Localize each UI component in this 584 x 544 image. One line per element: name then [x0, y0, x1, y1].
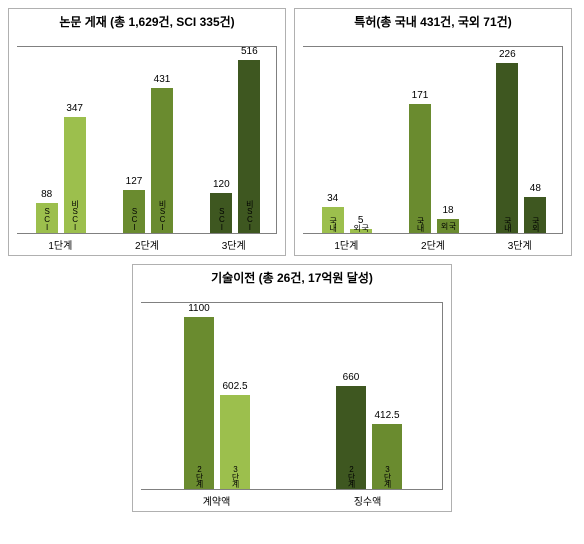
bar-series-label: 국외: [353, 224, 369, 231]
bar-value: 127: [126, 176, 143, 187]
bar-value: 34: [327, 193, 338, 204]
bar-series-label: SCI: [43, 207, 51, 231]
x-label: 3단계: [190, 237, 277, 252]
x-label: 계약액: [141, 493, 292, 508]
chart-papers: 논문 게재 (총 1,629건, SCI 335건)88SCI347비SCI12…: [8, 8, 286, 256]
plot-area: 11002단계602.53단계6602단계412.53단계: [141, 302, 443, 490]
chart-techtransfer: 기술이전 (총 26건, 17억원 달성)11002단계602.53단계6602…: [132, 264, 452, 512]
plot-area: 34국내5국외171국내18국외226국내48국외: [303, 46, 563, 234]
x-axis-labels: 1단계2단계3단계: [17, 234, 277, 255]
bar-group: 226국내48국외: [496, 63, 546, 233]
bar-series-label: 3단계: [383, 465, 391, 487]
bar: 226국내: [496, 63, 518, 233]
bar: 171국내: [409, 104, 431, 233]
chart-title: 기술이전 (총 26건, 17억원 달성): [133, 265, 451, 288]
plot-area: 88SCI347비SCI127SCI431비SCI120SCI516비SCI: [17, 46, 277, 234]
bar: 34국내: [322, 207, 344, 233]
bar-value: 660: [343, 372, 360, 383]
bar-series-label: 2단계: [347, 465, 355, 487]
bar-value: 48: [530, 183, 541, 194]
bar: 88SCI: [36, 203, 58, 233]
bar: 431비SCI: [151, 88, 173, 233]
bar: 516비SCI: [238, 60, 260, 233]
bar-group: 11002단계602.53단계: [184, 317, 250, 489]
x-axis-labels: 계약액징수액: [141, 490, 443, 511]
bar-value: 431: [154, 74, 171, 85]
bar: 5국외: [350, 229, 372, 233]
bar: 18국외: [437, 219, 459, 233]
x-label: 2단계: [390, 237, 477, 252]
x-label: 2단계: [104, 237, 191, 252]
bar: 347비SCI: [64, 117, 86, 233]
bar-series-label: 3단계: [231, 465, 239, 487]
x-label: 징수액: [292, 493, 443, 508]
bar-value: 1100: [188, 303, 210, 314]
chart-patents: 특허(총 국내 431건, 국외 71건)34국내5국외171국내18국외226…: [294, 8, 572, 256]
bar: 11002단계: [184, 317, 214, 489]
bar: 6602단계: [336, 386, 366, 489]
bar-series-label: 비SCI: [158, 200, 166, 231]
bar-value: 516: [241, 46, 258, 57]
bar-series-label: 비SCI: [71, 200, 79, 231]
bar-series-label: 국외: [531, 217, 539, 231]
bar-series-label: 2단계: [195, 465, 203, 487]
bar-group: 34국내 5국외: [322, 207, 372, 233]
bar-series-label: 국내: [329, 217, 337, 231]
bar-series-label: 국내: [416, 217, 424, 231]
bar: 602.53단계: [220, 395, 250, 489]
chart-title: 특허(총 국내 431건, 국외 71건): [295, 9, 571, 32]
chart-title: 논문 게재 (총 1,629건, SCI 335건): [9, 9, 285, 32]
bar-value: 412.5: [374, 410, 399, 421]
bar: 120SCI: [210, 193, 232, 233]
bar-series-label: 국내: [503, 217, 511, 231]
bar-group: 171국내18국외: [409, 104, 459, 233]
bar-series-label: SCI: [130, 207, 138, 231]
bar-group: 6602단계412.53단계: [336, 386, 402, 489]
bar-value: 18: [442, 205, 453, 216]
bar-series-label: 국외: [440, 219, 456, 231]
bar-value: 88: [41, 189, 52, 200]
bar-group: 88SCI347비SCI: [36, 117, 86, 233]
bar-group: 120SCI516비SCI: [210, 60, 260, 233]
bar: 48국외: [524, 197, 546, 233]
x-label: 1단계: [17, 237, 104, 252]
x-axis-labels: 1단계2단계3단계: [303, 234, 563, 255]
x-label: 1단계: [303, 237, 390, 252]
bar-value: 171: [412, 90, 429, 101]
bar-value: 347: [66, 103, 83, 114]
bar-series-label: SCI: [217, 207, 225, 231]
bar-value: 226: [499, 49, 516, 60]
x-label: 3단계: [476, 237, 563, 252]
bar-group: 127SCI431비SCI: [123, 88, 173, 233]
bar-value: 602.5: [222, 381, 247, 392]
bar-series-label: 비SCI: [245, 200, 253, 231]
bar-value: 120: [213, 179, 230, 190]
bar: 412.53단계: [372, 424, 402, 489]
bar: 127SCI: [123, 190, 145, 233]
